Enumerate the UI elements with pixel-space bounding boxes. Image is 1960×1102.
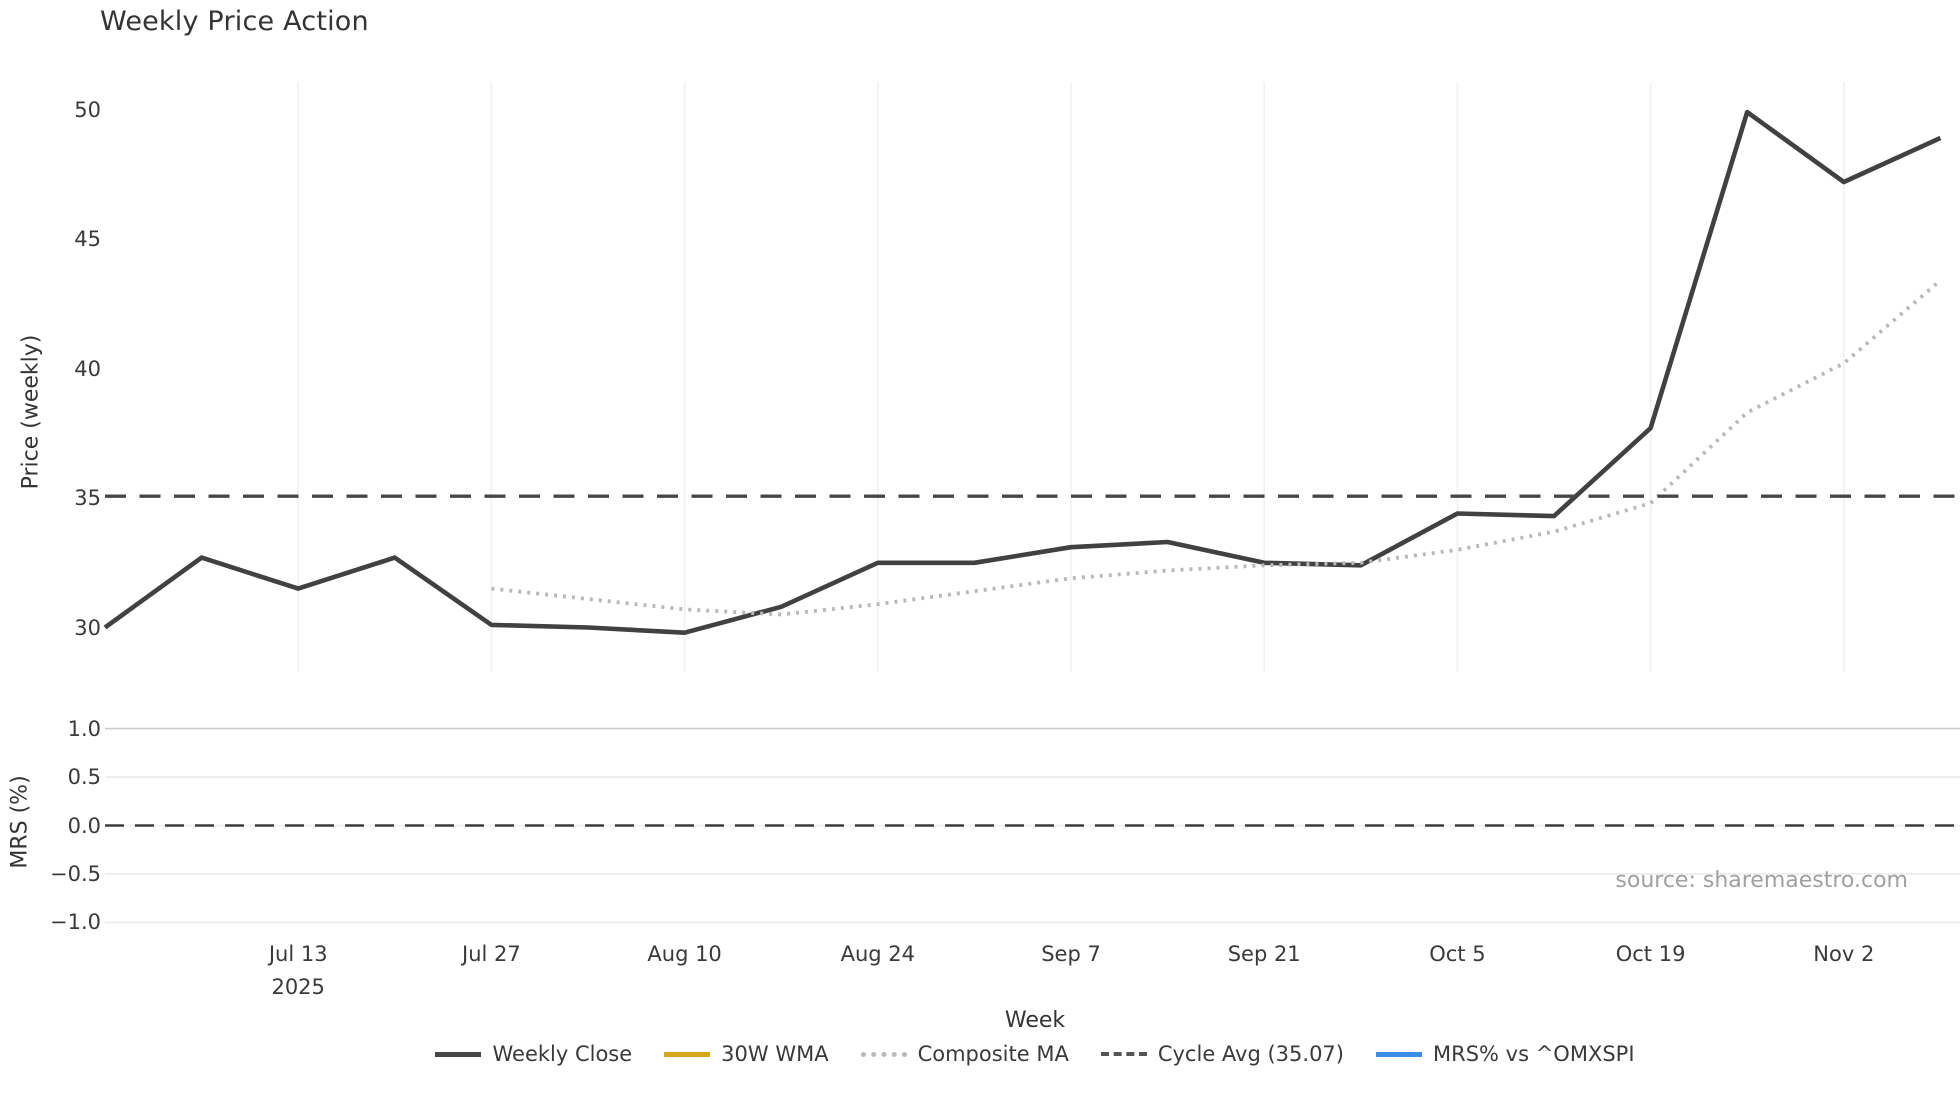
price-ytick-label: 30 <box>74 615 101 640</box>
legend-item: Composite MA <box>860 1042 1069 1066</box>
mrs-ytick-label: 0.5 <box>67 765 101 790</box>
x-tick-label: Aug 24 <box>840 942 915 966</box>
x-tick-label: Oct 19 <box>1615 942 1686 966</box>
mrs-ytick-label: 1.0 <box>67 716 101 741</box>
x-tick-label: Jul 13 2025 <box>269 938 328 1004</box>
weekly-close-line <box>103 109 1942 636</box>
price-ytick-label: 45 <box>74 227 101 251</box>
legend-swatch-weekly-close <box>435 1051 482 1057</box>
x-tick-label: Sep 21 <box>1227 942 1301 966</box>
legend-label: Weekly Close <box>492 1042 633 1066</box>
legend-item: 30W WMA <box>664 1042 829 1066</box>
price-ytick-label: 35 <box>74 486 101 510</box>
legend-swatch-mrs-vs-omxspi <box>1375 1051 1422 1057</box>
mrs-ytick-label: −0.5 <box>50 861 101 886</box>
legend-label: MRS% vs ^OMXSPI <box>1432 1042 1635 1066</box>
legend-item: MRS% vs ^OMXSPI <box>1375 1042 1635 1066</box>
mrs-ytick-label: −1.0 <box>50 910 101 935</box>
legend: Weekly Close 30W WMA Composite MA Cycle Avg… <box>110 1034 1960 1074</box>
x-tick-label: Sep 7 <box>1041 942 1101 966</box>
composite-ma-line <box>491 278 1942 617</box>
price-ytick-label: 40 <box>74 356 101 381</box>
source-note: source: sharemaestro.com <box>1615 868 1908 893</box>
x-tick-label: Jul 27 <box>462 942 521 966</box>
x-tick-year-label: 2025 <box>271 975 325 999</box>
legend-swatch-cycle-avg-35-07 <box>1100 1052 1147 1056</box>
legend-swatch-30w-wma <box>664 1051 711 1057</box>
mrs-ytick-label: 0.0 <box>67 813 101 838</box>
legend-label: Composite MA <box>917 1042 1069 1066</box>
x-tick-label: Nov 2 <box>1813 942 1875 966</box>
legend-item: Cycle Avg (35.07) <box>1100 1042 1344 1066</box>
legend-label: 30W WMA <box>721 1042 829 1066</box>
x-axis-label: Week <box>1004 1008 1066 1033</box>
x-tick-label: Aug 10 <box>647 942 722 966</box>
price-ytick-label: 50 <box>74 97 101 122</box>
legend-item: Weekly Close <box>435 1042 632 1066</box>
chart-title: Weekly Price Action <box>100 6 369 37</box>
x-tick-label: Oct 5 <box>1429 942 1486 966</box>
legend-label: Cycle Avg (35.07) <box>1157 1042 1344 1066</box>
legend-swatch-composite-ma <box>860 1051 907 1057</box>
